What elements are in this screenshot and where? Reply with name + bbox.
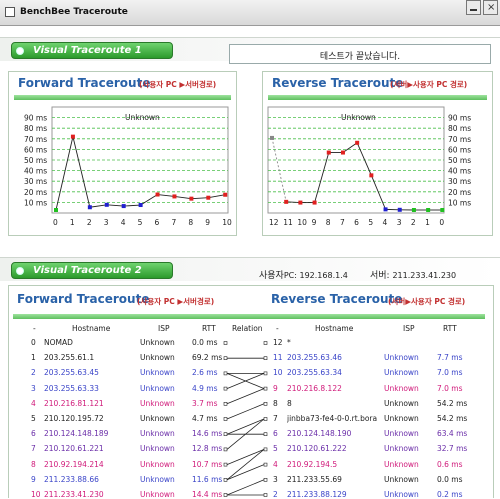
relation-node-left xyxy=(224,448,227,451)
relation-node-left xyxy=(224,357,227,360)
relation-node-right xyxy=(264,463,267,466)
relation-node-left xyxy=(224,342,227,345)
relation-node-right xyxy=(264,387,267,390)
relation-node-right xyxy=(264,342,267,345)
relation-node-left xyxy=(224,372,227,375)
relation-line xyxy=(227,465,264,480)
relation-node-right xyxy=(264,418,267,421)
relation-node-left xyxy=(224,387,227,390)
relation-line xyxy=(227,480,264,495)
relation-line xyxy=(227,389,264,404)
relation-node-left xyxy=(224,418,227,421)
relation-line xyxy=(227,419,264,434)
relation-line xyxy=(227,404,264,419)
relation-node-left xyxy=(224,402,227,405)
relation-node-left xyxy=(224,478,227,481)
relation-node-right xyxy=(264,478,267,481)
relation-node-left xyxy=(224,494,227,497)
relation-node-right xyxy=(264,402,267,405)
relation-node-right xyxy=(264,494,267,497)
relation-node-right xyxy=(264,448,267,451)
relation-node-left xyxy=(224,463,227,466)
relation-node-right xyxy=(264,372,267,375)
relation-node-right xyxy=(264,433,267,436)
relation-line xyxy=(227,449,264,464)
relation-node-left xyxy=(224,433,227,436)
relation-node-right xyxy=(264,357,267,360)
relation-line xyxy=(227,449,264,479)
